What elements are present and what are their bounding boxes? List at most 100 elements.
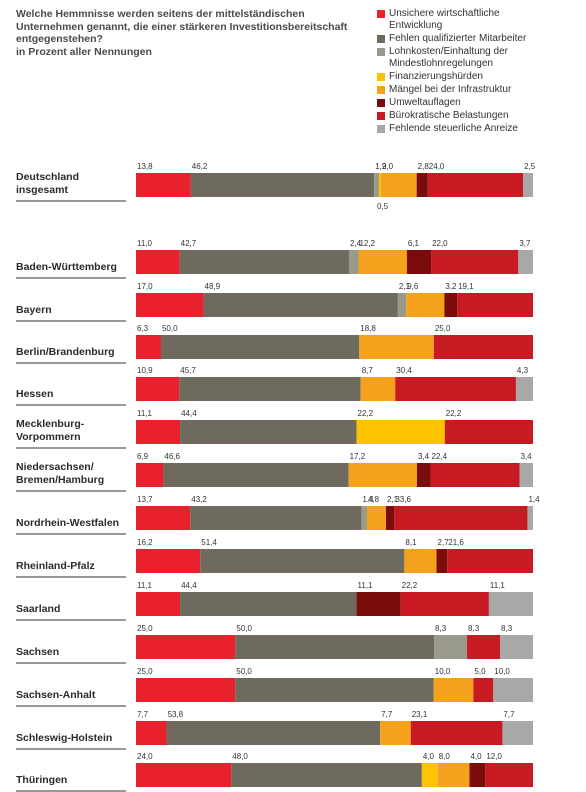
bar-segment <box>359 335 434 359</box>
data-label: 25,0 <box>435 324 451 333</box>
bar-segment <box>488 592 533 616</box>
category-label: Saarland <box>16 603 60 615</box>
bar-segment <box>136 635 236 659</box>
data-label: 3,4 <box>520 452 532 461</box>
bar-segment <box>473 678 494 702</box>
data-label: 4,8 <box>368 495 380 504</box>
data-label: 17,0 <box>137 282 153 291</box>
data-label: 8,1 <box>405 538 417 547</box>
bar-segment <box>235 635 435 659</box>
bar-segment <box>136 250 180 274</box>
bar-segment <box>179 250 349 274</box>
bar-segment <box>430 463 520 487</box>
data-label: 2,8 <box>418 162 430 171</box>
legend-label: Mindestlohnregelungen <box>389 58 493 69</box>
data-label: 25,0 <box>137 667 153 676</box>
bar-segment <box>527 506 533 530</box>
data-label: 17,2 <box>350 452 366 461</box>
legend: Unsichere wirtschaftliche Entwicklung Fehl… <box>377 8 582 136</box>
data-label: 22,2 <box>446 409 462 418</box>
legend-label: Fehlen qualifizierter Mitarbeiter <box>389 33 527 44</box>
legend-swatch <box>377 112 385 120</box>
bar-segment <box>523 173 534 197</box>
bar-segment <box>397 293 407 317</box>
legend-label: Lohnkosten/Einhaltung der <box>389 46 508 57</box>
data-label: 11,1 <box>490 581 506 590</box>
bar-segment <box>348 250 359 274</box>
bar-segment <box>235 678 434 702</box>
bar-segment <box>136 420 181 444</box>
data-label: 0,5 <box>377 202 389 211</box>
data-label: 22,0 <box>432 239 448 248</box>
data-label: 23,1 <box>412 710 428 719</box>
bar-segment <box>444 293 458 317</box>
data-label: 50,0 <box>236 667 252 676</box>
title-line: entgegenstehen? <box>16 33 103 45</box>
data-label: 8,3 <box>468 624 480 633</box>
bar-segment <box>180 592 357 616</box>
legend-item: Bürokratische Belastungen <box>377 110 582 122</box>
bar-segment <box>434 635 468 659</box>
category-label: Rheinland-Pfalz <box>16 560 95 572</box>
legend-label: Umweltauflagen <box>389 97 461 108</box>
data-label: 3,4 <box>418 452 430 461</box>
bar-segment <box>433 678 474 702</box>
data-label: 2,1 <box>399 282 411 291</box>
data-label: 1,4 <box>528 495 540 504</box>
bar-segment <box>457 293 533 317</box>
bar-segment <box>136 763 232 787</box>
category-label: Thüringen <box>16 774 67 786</box>
data-label: 12,0 <box>486 752 502 761</box>
bar-segment <box>485 763 533 787</box>
data-label: 7,7 <box>381 710 393 719</box>
data-label: 13,7 <box>137 495 153 504</box>
data-label: 25,0 <box>137 624 153 633</box>
data-label: 24,0 <box>429 162 445 171</box>
data-label: 4,3 <box>517 366 529 375</box>
data-label: 42,7 <box>181 239 197 248</box>
category-label: Schleswig-Holstein <box>16 732 112 744</box>
bar-segment <box>394 506 528 530</box>
bar-segment <box>436 549 448 573</box>
data-label: 50,0 <box>236 624 252 633</box>
bar-segment <box>160 335 360 359</box>
legend-item: Lohnkosten/Einhaltung der Mindestlohnrege… <box>377 46 582 70</box>
bar-segment <box>166 721 381 745</box>
bar-segment <box>180 420 357 444</box>
data-label: 6,1 <box>408 239 420 248</box>
bar-segment <box>179 377 361 401</box>
bar-segment <box>203 293 398 317</box>
data-label: 43,2 <box>191 495 207 504</box>
data-label: 5,0 <box>474 667 486 676</box>
legend-item: Finanzierungshürden <box>377 71 582 83</box>
data-label: 8,3 <box>501 624 513 633</box>
category-label: Mecklenburg- <box>16 418 85 430</box>
bar-segment <box>136 678 236 702</box>
bar-segment <box>200 549 405 573</box>
bar-segment <box>163 463 349 487</box>
bar-segment <box>515 377 533 401</box>
category-label: Baden-Württemberg <box>16 261 117 273</box>
bar-segment <box>427 173 524 197</box>
legend-swatch <box>377 35 385 43</box>
data-label: 22,2 <box>358 409 374 418</box>
bar-segment <box>433 335 533 359</box>
data-label: 45,7 <box>180 366 196 375</box>
legend-item: Mängel bei der Infrastruktur <box>377 84 582 96</box>
title-line: Welche Hemmnisse werden seitens der mitt… <box>16 8 305 20</box>
data-label: 44,4 <box>181 581 197 590</box>
bar-segment <box>380 721 411 745</box>
data-label: 11,1 <box>358 581 374 590</box>
bar-segment <box>404 549 437 573</box>
data-label: 48,9 <box>205 282 221 291</box>
legend-item: Fehlende steuerliche Anreize <box>377 123 582 135</box>
legend-swatch <box>377 48 385 56</box>
data-label: 9,0 <box>382 162 394 171</box>
data-label: 11,1 <box>137 409 153 418</box>
bar-segment <box>416 463 431 487</box>
bar-segment <box>231 763 422 787</box>
data-label: 22,2 <box>402 581 418 590</box>
legend-swatch <box>377 10 385 18</box>
bar-segment <box>136 721 167 745</box>
bar-segment <box>380 173 417 197</box>
